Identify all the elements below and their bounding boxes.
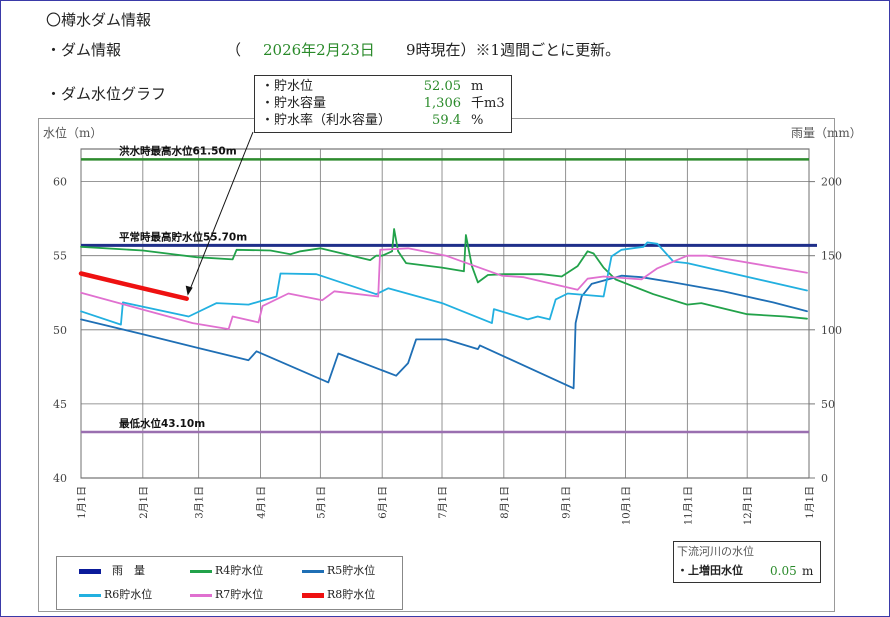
x-tick-label: 1月1日 [804, 486, 816, 519]
legend-item: R4貯水位 [190, 563, 263, 579]
info-row-level: ・貯水位 52.05 m [261, 78, 511, 95]
paren-open: （ [226, 41, 242, 59]
y-axis-label: 水位（m） [43, 125, 102, 140]
series-line-R4貯水位 [80, 228, 808, 320]
downstream-unit: m [802, 564, 814, 578]
x-tick-label: 6月1日 [377, 486, 389, 519]
x-tick-label: 9月1日 [561, 486, 573, 519]
downstream-title: 下流河川の水位 [677, 545, 754, 558]
info-unit: m [471, 79, 484, 94]
dam-info-label: ・ダム情報 [46, 41, 122, 59]
info-box: ・貯水位 52.05 m ・貯水容量 1,306 千m3 ・貯水率（利水容量） … [254, 75, 512, 133]
legend-label: R4貯水位 [215, 564, 264, 577]
downstream-label: ・上増田水位 [677, 564, 743, 577]
legend-label: 雨 量 [112, 564, 145, 577]
downstream-value: 0.05 [770, 564, 797, 578]
callout-arrow [188, 131, 254, 293]
x-tick-label: 10月1日 [621, 486, 633, 525]
graph-label: ・ダム水位グラフ [46, 85, 167, 103]
reference-line-label: 洪水時最高水位61.50m [119, 144, 237, 157]
info-unit: 千m3 [471, 96, 505, 111]
y-tick-label: 50 [53, 324, 67, 337]
legend-label: R5貯水位 [327, 564, 376, 577]
x-tick-label: 12月1日 [742, 486, 754, 525]
x-tick-label: 7月1日 [437, 486, 449, 519]
page-title: 〇樽水ダム情報 [46, 11, 152, 29]
legend-item: R7貯水位 [190, 587, 263, 603]
y2-tick-label: 100 [821, 324, 842, 337]
update-time-note: 9時現在）※1週間ごとに更新。 [406, 41, 621, 59]
series-line-R7貯水位 [80, 247, 808, 331]
y2-axis-label: 雨量（mm） [791, 126, 862, 140]
x-tick-label: 3月1日 [194, 486, 206, 519]
legend-swatch [190, 569, 212, 573]
legend-item: R5貯水位 [302, 563, 375, 579]
info-unit: % [471, 113, 484, 128]
legend-label: R8貯水位 [327, 588, 376, 601]
legend-label: R6貯水位 [104, 588, 153, 601]
info-label: ・貯水率（利水容量） [261, 113, 392, 128]
legend-item: 雨 量 [79, 563, 145, 579]
y-tick-label: 40 [53, 472, 67, 485]
x-tick-label: 8月1日 [499, 486, 511, 519]
legend: 雨 量 R4貯水位 R5貯水位 R6貯水位 R7貯水位 R8貯水位 [56, 556, 403, 610]
info-label: ・貯水位 [261, 79, 314, 94]
series-line-R8貯水位 [78, 271, 189, 301]
info-value: 1,306 [423, 96, 461, 111]
downstream-box: 下流河川の水位 ・上増田水位 0.05 m [673, 541, 821, 583]
legend-swatch [190, 593, 212, 597]
info-row-volume: ・貯水容量 1,306 千m3 [261, 95, 511, 112]
reference-line-label: 最低水位43.10m [119, 417, 205, 430]
y2-tick-label: 50 [821, 398, 835, 411]
legend-label: R7貯水位 [215, 588, 264, 601]
x-tick-label: 5月1日 [315, 486, 327, 519]
reference-line-label: 平常時最高貯水位55.70m [119, 230, 247, 243]
update-date: 2026年2月23日 [263, 41, 375, 59]
x-tick-label: 4月1日 [256, 486, 268, 519]
y-tick-label: 55 [53, 250, 67, 263]
y2-tick-label: 0 [821, 472, 828, 485]
legend-swatch [79, 568, 101, 574]
y-tick-label: 60 [53, 176, 67, 189]
legend-swatch [302, 592, 324, 598]
series-line-R6貯水位 [80, 241, 808, 326]
series-line-R5貯水位 [80, 274, 808, 390]
x-tick-label: 1月1日 [76, 486, 88, 519]
y-tick-label: 45 [53, 398, 67, 411]
y2-tick-label: 200 [821, 176, 842, 189]
x-tick-label: 11月1日 [682, 486, 694, 525]
y2-tick-label: 150 [821, 250, 842, 263]
legend-swatch [79, 593, 101, 597]
info-row-rate: ・貯水率（利水容量） 59.4 % [261, 112, 511, 129]
info-value: 52.05 [423, 79, 461, 94]
info-label: ・貯水容量 [261, 96, 327, 111]
x-tick-label: 2月1日 [138, 486, 150, 519]
legend-swatch [302, 569, 324, 573]
legend-item: R6貯水位 [79, 587, 152, 603]
info-value: 59.4 [432, 113, 461, 128]
callout-arrow-head [185, 285, 193, 296]
legend-item: R8貯水位 [302, 587, 375, 603]
